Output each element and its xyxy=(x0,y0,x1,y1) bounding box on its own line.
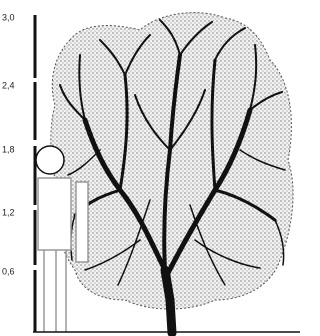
illustration: 3,0 2,4 1,8 1,2 0,6 xyxy=(0,0,302,336)
scale-label: 2,4 xyxy=(2,80,15,90)
scale-label: 3,0 xyxy=(2,12,15,22)
scale-label: 1,8 xyxy=(2,144,15,154)
scale-label: 1,2 xyxy=(2,207,15,217)
page: 3,0 2,4 1,8 1,2 0,6 (() => { const data … xyxy=(0,0,320,336)
scale-label: 0,6 xyxy=(2,266,15,276)
